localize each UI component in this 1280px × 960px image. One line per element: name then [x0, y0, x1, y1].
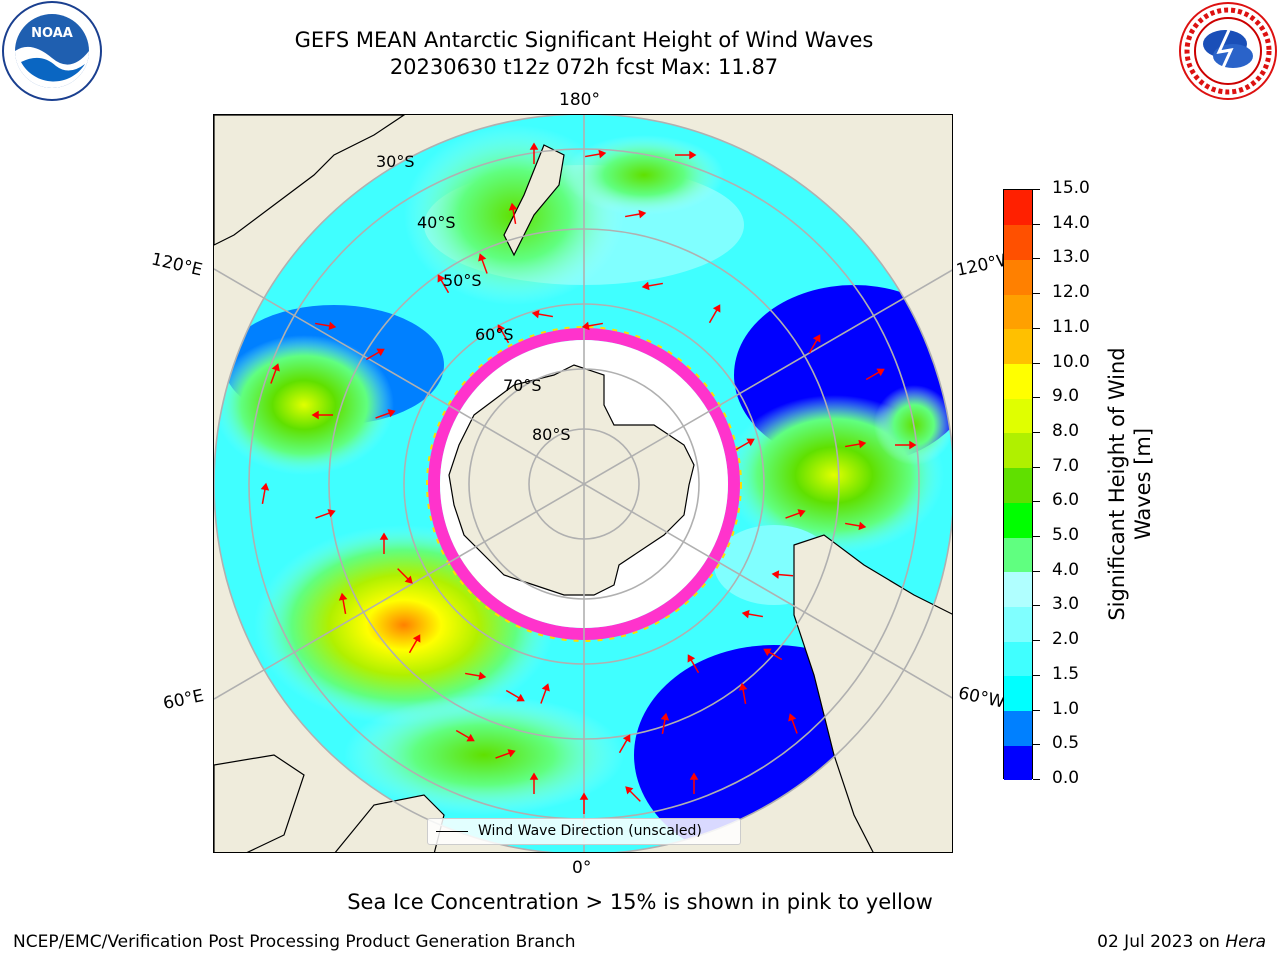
lon-label-60w: 60°W: [956, 683, 1007, 713]
colorbar-title-line2: Waves [m]: [1131, 427, 1155, 541]
colorbar-tick: [1033, 536, 1040, 538]
colorbar-segment: [1004, 745, 1032, 781]
chart-subtitle: 20230630 t12z 072h fcst Max: 11.87: [389, 55, 779, 79]
colorbar-tick-label: 14.0: [1052, 212, 1090, 233]
colorbar-tick-label: 13.0: [1052, 247, 1090, 268]
colorbar-tick: [1033, 674, 1040, 676]
colorbar-tick-label: 0.5: [1052, 733, 1080, 754]
colorbar-tick: [1033, 744, 1040, 746]
map-legend: Wind Wave Direction (unscaled): [427, 818, 741, 845]
colorbar-tick: [1033, 293, 1040, 295]
map-svg: [214, 115, 952, 852]
colorbar-segment: [1004, 641, 1032, 677]
colorbar-segment: [1004, 398, 1032, 434]
colorbar-title-line1: Significant Height of Wind: [1105, 347, 1129, 621]
colorbar-segment: [1004, 710, 1032, 746]
footer-host: Hera: [1225, 932, 1266, 952]
lat-label-60s: 60°S: [475, 325, 514, 344]
colorbar-segment: [1004, 502, 1032, 538]
colorbar-tick-label: 12.0: [1052, 282, 1090, 303]
colorbar-tick: [1033, 327, 1040, 329]
colorbar-tick-label: 5.0: [1052, 525, 1080, 546]
colorbar-segment: [1004, 606, 1032, 642]
nws-logo: [1179, 2, 1277, 100]
colorbar-tick: [1033, 709, 1040, 711]
colorbar-tick-label: 6.0: [1052, 490, 1080, 511]
footer-credit: NCEP/EMC/Verification Post Processing Pr…: [13, 932, 576, 952]
footer-date-text: 02 Jul 2023 on: [1097, 932, 1226, 952]
colorbar-tick-label: 7.0: [1052, 455, 1080, 476]
colorbar-tick: [1033, 189, 1040, 190]
colorbar-tick-label: 1.0: [1052, 698, 1080, 719]
lat-label-30s: 30°S: [376, 152, 415, 171]
colorbar-tick: [1033, 431, 1040, 433]
antarctica: [448, 364, 695, 596]
lat-label-80s: 80°S: [532, 425, 571, 444]
lat-label-70s: 70°S: [503, 376, 542, 395]
colorbar-segment: [1004, 190, 1032, 226]
chart-title: GEFS MEAN Antarctic Significant Height o…: [294, 28, 874, 52]
coastlines: [214, 115, 952, 852]
wave-direction-arrows: [260, 142, 917, 814]
lon-label-120e: 120°E: [149, 249, 205, 281]
colorbar-tick: [1033, 362, 1040, 364]
map-panel: 30°S 40°S 50°S 60°S 70°S 80°S Wind Wave …: [213, 114, 953, 853]
colorbar-tick-label: 9.0: [1052, 386, 1080, 407]
colorbar-tick-label: 15.0: [1052, 178, 1090, 198]
colorbar-segment: [1004, 467, 1032, 503]
colorbar-tick-label: 11.0: [1052, 316, 1090, 337]
colorbar-segment: [1004, 224, 1032, 260]
colorbar-segment: [1004, 537, 1032, 573]
noaa-logo: NOAA: [2, 1, 102, 101]
colorbar-tick-label: 10.0: [1052, 351, 1090, 372]
colorbar-tick: [1033, 605, 1040, 607]
colorbar-tick-label: 1.5: [1052, 663, 1080, 684]
colorbar-title: Significant Height of Wind Waves [m]: [1104, 347, 1156, 620]
colorbar-tick: [1033, 570, 1040, 572]
colorbar-segment: [1004, 363, 1032, 399]
colorbar-segment: [1004, 571, 1032, 607]
footer-date: 02 Jul 2023 on Hera: [1097, 932, 1266, 952]
colorbar-tick-label: 4.0: [1052, 559, 1080, 580]
colorbar-tick-label: 8.0: [1052, 420, 1080, 441]
colorbar-tick: [1033, 223, 1040, 225]
sea-ice-note: Sea Ice Concentration > 15% is shown in …: [347, 890, 933, 914]
colorbar-tick: [1033, 779, 1040, 780]
legend-line-swatch: [436, 831, 468, 832]
colorbar-tick-label: 3.0: [1052, 594, 1080, 615]
lat-label-40s: 40°S: [417, 213, 456, 232]
colorbar-tick: [1033, 258, 1040, 260]
legend-label: Wind Wave Direction (unscaled): [478, 823, 702, 839]
colorbar-tick: [1033, 501, 1040, 503]
svg-text:NOAA: NOAA: [31, 26, 73, 41]
lon-label-180: 180°: [559, 90, 600, 110]
lon-label-60e: 60°E: [161, 685, 206, 715]
colorbar-segment: [1004, 675, 1032, 712]
lon-label-0: 0°: [572, 858, 592, 878]
colorbar-segment: [1004, 259, 1032, 295]
colorbar-tick: [1033, 466, 1040, 468]
colorbar-tick: [1033, 640, 1040, 642]
colorbar-segment: [1004, 432, 1032, 469]
colorbar-segment: [1004, 294, 1032, 330]
colorbar-tick: [1033, 397, 1040, 399]
colorbar-tick-label: 2.0: [1052, 629, 1080, 650]
lat-label-50s: 50°S: [443, 271, 482, 290]
graticule: [214, 115, 952, 852]
colorbar: [1003, 189, 1033, 781]
colorbar-tick-label: 0.0: [1052, 768, 1080, 788]
colorbar-segment: [1004, 328, 1032, 365]
